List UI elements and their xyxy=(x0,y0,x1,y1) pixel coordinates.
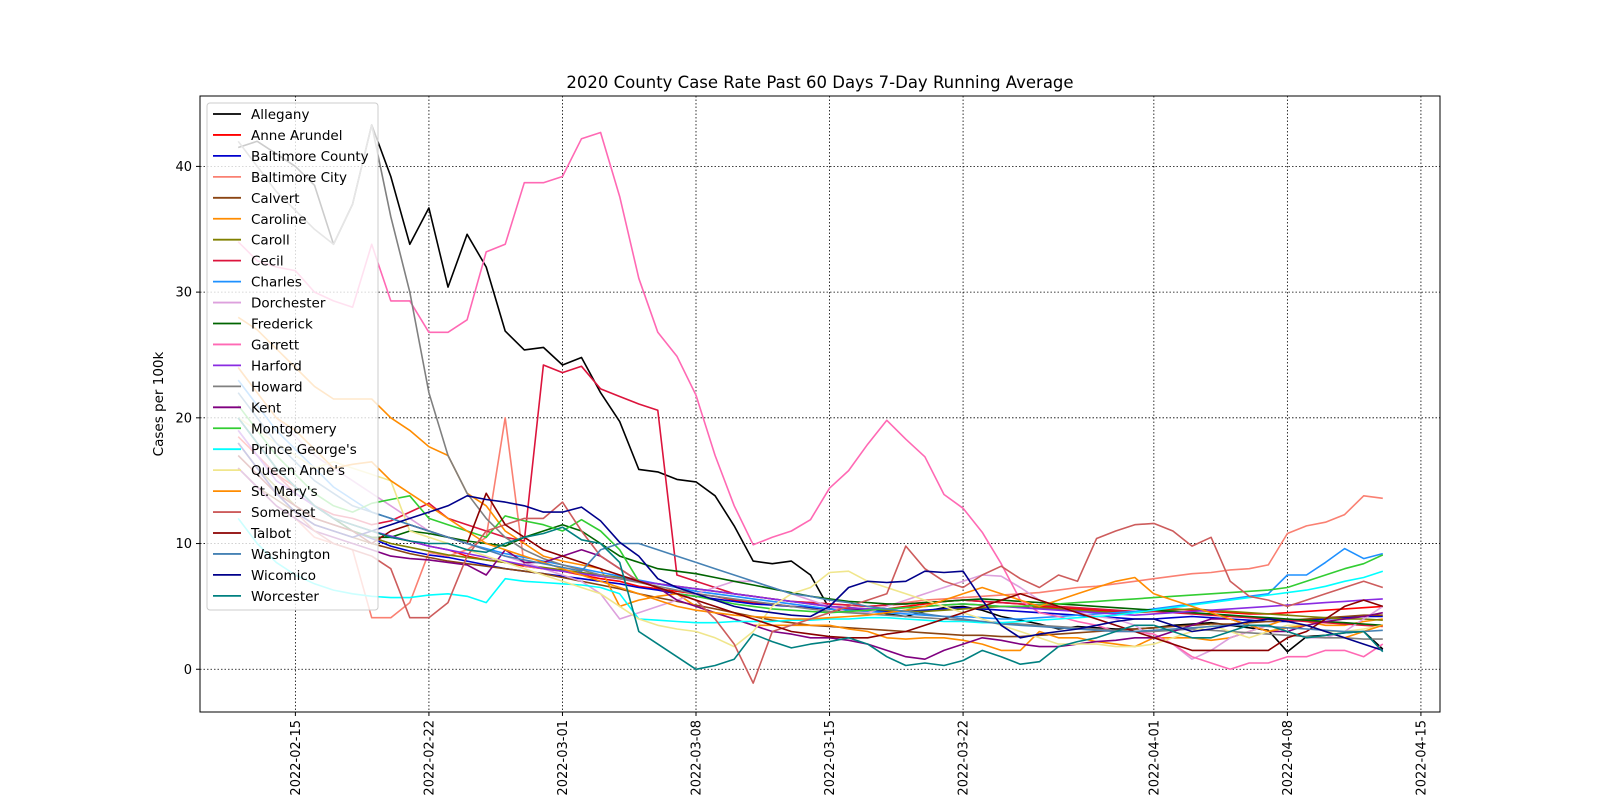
series-line-worcester xyxy=(237,417,1384,671)
y-axis-label: Cases per 100k xyxy=(151,351,167,456)
legend-label-anne-arundel: Anne Arundel xyxy=(251,128,342,144)
legend-label-frederick: Frederick xyxy=(251,317,313,333)
legend-label-prince-george-s: Prince George's xyxy=(251,442,357,458)
plot-frame xyxy=(199,95,1441,713)
y-tick-label: 0 xyxy=(184,663,192,678)
legend-label-st-mary-s: St. Mary's xyxy=(251,484,318,500)
series-line-cecil xyxy=(237,364,1383,628)
legend-label-baltimore-county: Baltimore County xyxy=(251,149,369,165)
legend-label-montgomery: Montgomery xyxy=(251,421,337,437)
x-tick-label: 2022-03-08 xyxy=(690,720,705,796)
x-tick-label: 2022-04-08 xyxy=(1281,720,1296,796)
x-ticks: 2022-02-15 2022-02-22 2022-03-01 2022-03-08… xyxy=(289,712,1429,796)
legend-box xyxy=(206,102,379,611)
legend-label-allegany: Allegany xyxy=(251,107,309,123)
y-tick-label: 10 xyxy=(175,537,192,552)
series-line-harford xyxy=(237,429,1383,617)
legend-label-howard: Howard xyxy=(251,379,303,395)
legend-label-worcester: Worcester xyxy=(251,589,319,605)
series-line-garrett xyxy=(237,131,1384,671)
legend-label-garrett: Garrett xyxy=(251,337,299,353)
legend-label-calvert: Calvert xyxy=(251,191,300,207)
legend-label-talbot: Talbot xyxy=(250,526,291,542)
series-line-baltimore-county xyxy=(237,417,1383,623)
y-tick-label: 30 xyxy=(175,286,192,301)
x-tick-label: 2022-03-15 xyxy=(823,720,838,796)
series-line-wicomico xyxy=(237,442,1384,652)
series-line-prince-george-s xyxy=(237,517,1384,624)
legend-label-caroll: Caroll xyxy=(251,233,290,249)
chart-title: 2020 County Case Rate Past 60 Days 7-Day… xyxy=(566,73,1073,92)
legend-label-somerset: Somerset xyxy=(251,505,315,521)
series-line-somerset xyxy=(237,442,1384,684)
legend-label-harford: Harford xyxy=(251,358,302,374)
y-tick-label: 40 xyxy=(175,160,192,175)
legend-label-cecil: Cecil xyxy=(251,254,284,270)
y-ticks: 0 10 20 30 40 xyxy=(175,160,200,678)
legend-label-washington: Washington xyxy=(251,547,330,563)
legend-label-caroline: Caroline xyxy=(251,212,307,228)
series-line-howard xyxy=(237,124,1383,640)
x-tick-label: 2022-02-22 xyxy=(422,720,437,796)
series-line-montgomery xyxy=(237,404,1384,614)
legend-label-dorchester: Dorchester xyxy=(251,296,326,312)
y-tick-label: 20 xyxy=(175,411,192,426)
legend-label-kent: Kent xyxy=(251,400,281,416)
legend-label-wicomico: Wicomico xyxy=(251,568,316,584)
series-line-allegany xyxy=(237,124,1384,653)
legend: Allegany Anne Arundel Baltimore County Balt… xyxy=(206,102,379,611)
x-tick-label: 2022-03-22 xyxy=(957,720,972,796)
series-lines xyxy=(237,124,1384,684)
series-line-charles xyxy=(237,379,1384,620)
x-tick-label: 2022-04-15 xyxy=(1414,720,1429,796)
series-line-kent xyxy=(237,467,1383,661)
x-tick-label: 2022-03-01 xyxy=(556,720,571,796)
x-tick-label: 2022-02-15 xyxy=(289,720,304,796)
x-tick-label: 2022-04-01 xyxy=(1147,720,1162,796)
legend-label-baltimore-city: Baltimore City xyxy=(251,170,347,186)
legend-label-charles: Charles xyxy=(251,275,302,291)
series-line-washington xyxy=(237,392,1383,633)
legend-label-queen-anne-s: Queen Anne's xyxy=(251,463,345,479)
